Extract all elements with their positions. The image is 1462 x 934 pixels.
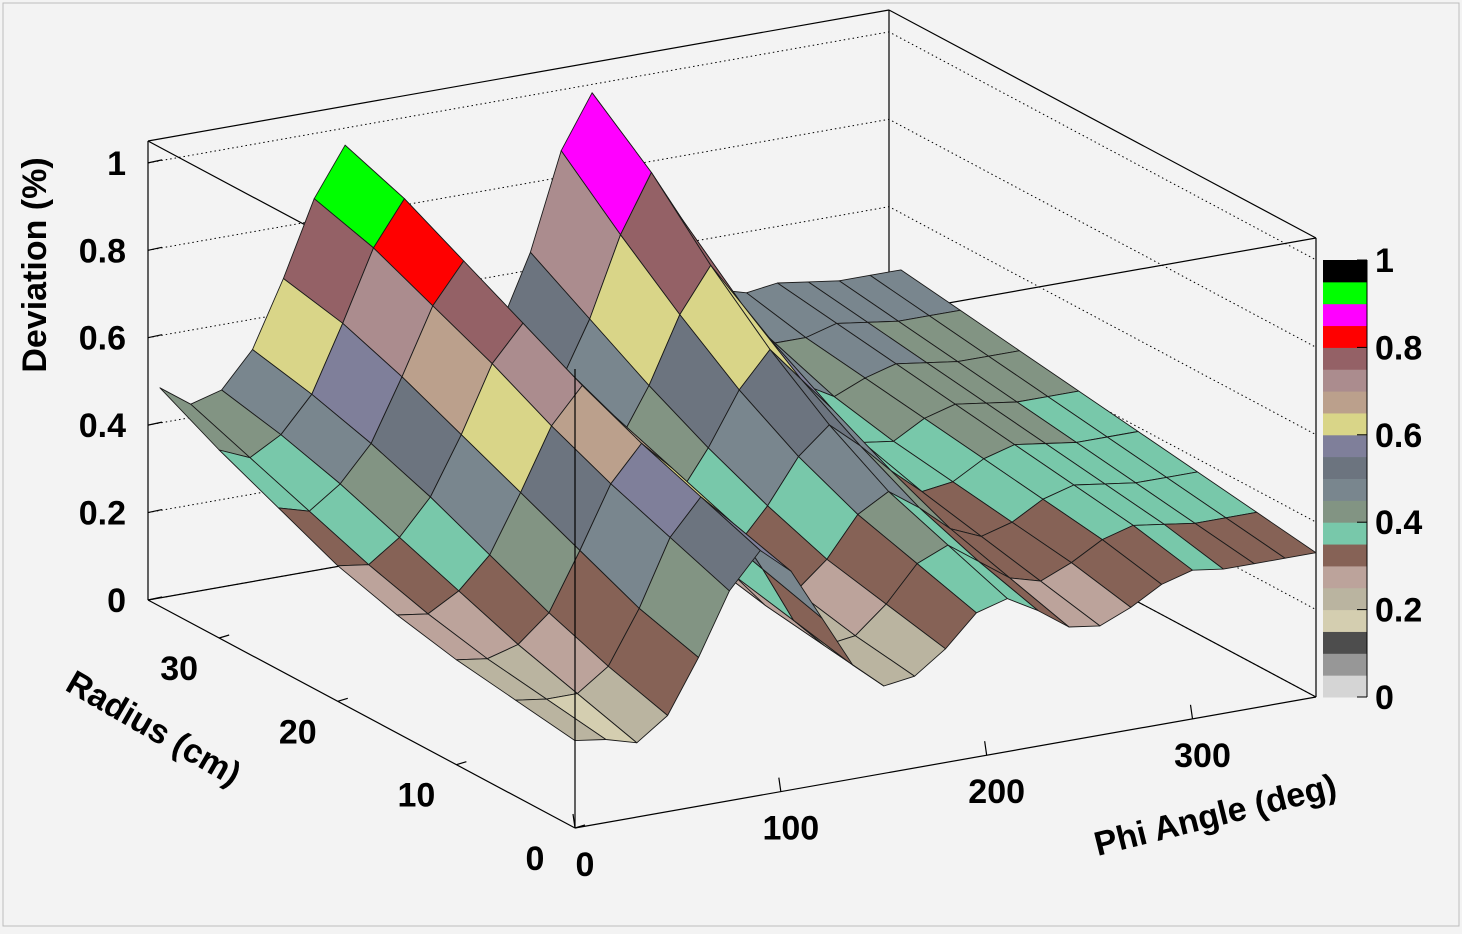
colorbar-swatch bbox=[1323, 281, 1367, 305]
box-edge bbox=[888, 9, 1317, 239]
z-tick-label: 0.6 bbox=[79, 320, 126, 358]
colorbar-tick-label: 1 bbox=[1375, 242, 1394, 280]
tick-labels-layer: 00.20.40.60.810102030010020030000.20.40.… bbox=[79, 145, 1423, 884]
colorbar-swatch bbox=[1323, 478, 1367, 501]
z-tick bbox=[147, 246, 163, 251]
box-edge bbox=[147, 9, 890, 142]
colorbar-tick-label: 0.4 bbox=[1375, 504, 1422, 542]
z-tick-label: 0.8 bbox=[79, 232, 126, 270]
z-gridline bbox=[147, 118, 1317, 348]
y-tick bbox=[337, 697, 348, 702]
y-tick bbox=[456, 761, 467, 766]
z-tick bbox=[147, 334, 163, 339]
z-tick-label: 1 bbox=[107, 145, 126, 183]
colorbar-tick-label: 0.6 bbox=[1375, 417, 1422, 455]
colorbar-swatch bbox=[1323, 544, 1367, 567]
surface-patch bbox=[515, 698, 607, 742]
colorbar-swatch bbox=[1323, 565, 1367, 589]
x-tick bbox=[778, 777, 782, 792]
y-tick-label: 30 bbox=[160, 650, 198, 688]
y-tick-label: 0 bbox=[526, 840, 545, 878]
colorbar-tick-label: 0 bbox=[1375, 679, 1394, 717]
colorbar-swatch bbox=[1323, 412, 1367, 436]
colorbar-swatch bbox=[1323, 587, 1367, 611]
z-tick bbox=[147, 508, 163, 514]
y-tick-label: 10 bbox=[397, 777, 435, 815]
y-tick-label: 20 bbox=[279, 713, 317, 751]
axes-layer bbox=[147, 159, 1194, 829]
axis-line bbox=[574, 696, 1317, 829]
axis-line bbox=[147, 599, 576, 829]
box-front-layer bbox=[147, 369, 1317, 829]
colorbar-swatch bbox=[1323, 609, 1367, 632]
colorbar-swatch bbox=[1323, 522, 1367, 545]
colorbar-swatch bbox=[1323, 631, 1367, 654]
colorbar-swatch bbox=[1323, 369, 1367, 392]
z-gridline bbox=[147, 206, 1317, 436]
x-tick-label: 300 bbox=[1174, 737, 1231, 775]
surface-layer bbox=[159, 92, 1317, 744]
z-gridline bbox=[147, 31, 1317, 261]
colorbar-swatch bbox=[1323, 260, 1367, 283]
x-tick-label: 200 bbox=[968, 773, 1025, 811]
z-tick-label: 0.2 bbox=[79, 495, 126, 533]
colorbar-swatch bbox=[1323, 500, 1367, 523]
colorbar-swatch bbox=[1323, 434, 1367, 458]
z-tick bbox=[147, 159, 163, 164]
colorbar-swatch bbox=[1323, 325, 1367, 348]
z-tick-label: 0.4 bbox=[79, 407, 126, 445]
colorbar-swatch bbox=[1323, 391, 1367, 414]
z-axis-label: Deviation (%) bbox=[16, 157, 54, 372]
x-tick bbox=[984, 741, 988, 756]
colorbar-tick-label: 0.2 bbox=[1375, 592, 1422, 630]
colorbar-swatch bbox=[1323, 653, 1367, 676]
y-tick bbox=[218, 634, 230, 639]
colorbar bbox=[1323, 259, 1368, 698]
x-tick-label: 0 bbox=[576, 846, 595, 884]
x-tick bbox=[1189, 704, 1194, 719]
colorbar-tick-label: 0.8 bbox=[1375, 329, 1422, 367]
z-tick bbox=[147, 596, 163, 601]
z-tick-label: 0 bbox=[107, 582, 126, 620]
z-tick bbox=[147, 421, 163, 426]
colorbar-swatch bbox=[1323, 303, 1367, 327]
colorbar-swatch bbox=[1323, 675, 1367, 698]
colorbar-swatch bbox=[1323, 347, 1367, 370]
x-tick-label: 100 bbox=[762, 810, 819, 848]
colorbar-swatch bbox=[1323, 456, 1367, 479]
